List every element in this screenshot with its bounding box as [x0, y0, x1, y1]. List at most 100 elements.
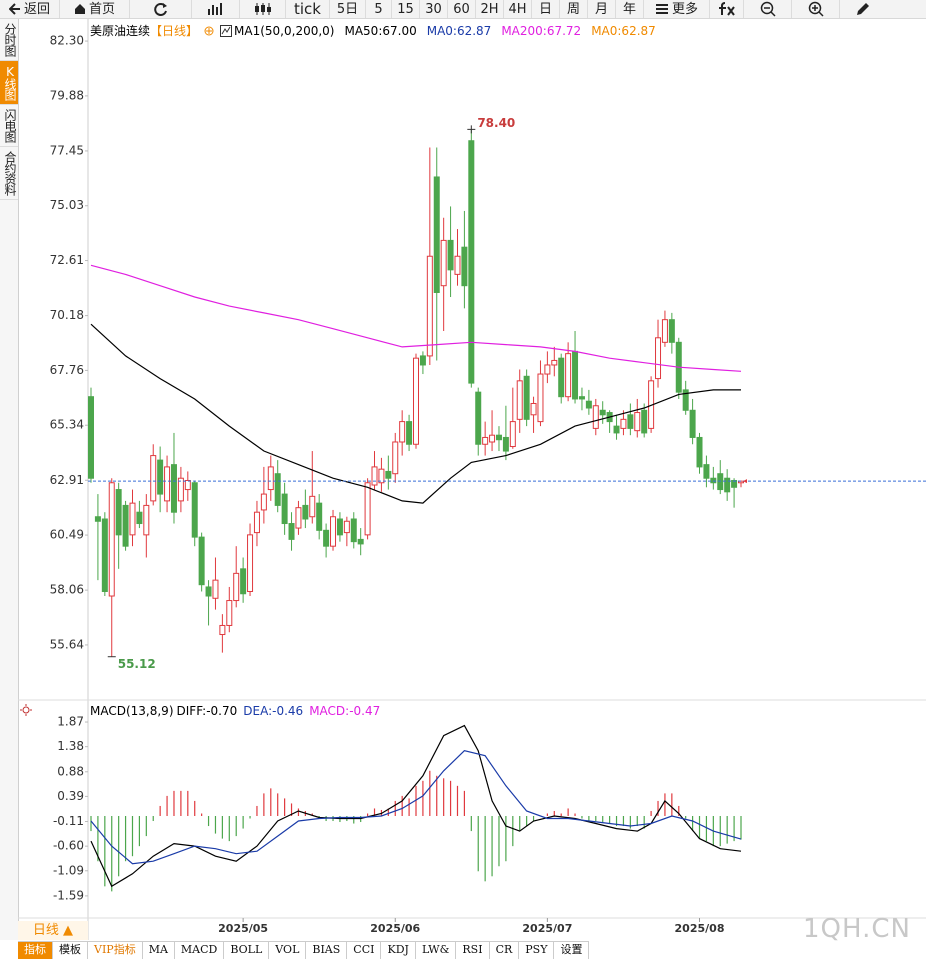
indicator-tab[interactable]: CCI [347, 942, 382, 959]
indicator-tab[interactable]: BIAS [306, 942, 348, 959]
period-button[interactable]: 60 [448, 0, 476, 18]
y-tick-label: -0.60 [53, 839, 84, 853]
candle-body [613, 425, 620, 434]
candle-body [655, 337, 662, 380]
indicator-tab[interactable]: 设置 [554, 942, 590, 959]
menu-icon [655, 4, 668, 14]
candle-body [668, 319, 675, 343]
period-button[interactable]: 30 [420, 0, 448, 18]
period-button[interactable]: 5 [366, 0, 392, 18]
period-button[interactable]: 月 [588, 0, 616, 18]
candle-body [136, 511, 143, 525]
refresh-button[interactable] [130, 0, 192, 18]
indicator-tab[interactable]: MA [143, 942, 175, 959]
period-label: 日 [538, 1, 552, 17]
period-label: 周 [566, 1, 580, 17]
indicator-tab[interactable]: MACD [175, 942, 225, 959]
period-button[interactable]: 4H [504, 0, 532, 18]
candle-body [558, 357, 565, 398]
candle-body [489, 434, 496, 443]
draw-button[interactable] [840, 0, 886, 18]
pen-icon [857, 3, 869, 15]
period-label: 60 [453, 1, 470, 17]
more-button[interactable]: 更多 [644, 0, 710, 18]
candle-body [364, 482, 371, 536]
indicator-tab[interactable]: PSY [519, 942, 555, 959]
indicator-tab[interactable]: RSI [456, 942, 490, 959]
tick-button[interactable]: tick [286, 0, 330, 18]
period-button[interactable]: 5日 [330, 0, 366, 18]
zoom-out-button[interactable] [744, 0, 792, 18]
period-button[interactable]: 周 [560, 0, 588, 18]
period-button[interactable]: 日 [532, 0, 560, 18]
settings-icon[interactable] [20, 704, 32, 716]
macd-header: MACD(13,8,9) DIFF:-0.70 DEA:-0.46 MACD:-0.… [90, 704, 380, 718]
home-label: 首页 [88, 1, 115, 17]
side-tab[interactable]: 合约资料 [0, 147, 18, 200]
candle-body [247, 534, 254, 592]
x-tick-label: 2025/08 [675, 922, 725, 935]
period-label: 5 [374, 1, 383, 17]
candle-body [371, 466, 378, 486]
period-button[interactable]: 15 [392, 0, 420, 18]
y-tick-label: 1.87 [57, 715, 84, 729]
candle-button[interactable] [240, 0, 286, 18]
side-tab[interactable]: K线图 [0, 61, 18, 105]
period-button[interactable]: 2H [476, 0, 504, 18]
zoom-out-icon [760, 1, 776, 17]
period-label: 年 [622, 1, 636, 17]
home-button[interactable]: 首页 [60, 0, 130, 18]
side-tab[interactable]: 分时图 [0, 19, 18, 61]
period-button[interactable]: 年 [616, 0, 644, 18]
candle-body [406, 421, 413, 445]
y-tick-label: 60.49 [50, 528, 84, 542]
indicator-tab[interactable]: LW& [416, 942, 457, 959]
add-icon[interactable] [204, 26, 214, 36]
candle-body [523, 375, 530, 420]
period-label: 15 [397, 1, 414, 17]
indicator-line [90, 264, 742, 372]
indicator-tab[interactable]: 模板 [53, 942, 88, 959]
period-label: 月 [594, 1, 608, 17]
candle-body [288, 523, 295, 540]
back-button[interactable]: 返回 [0, 0, 60, 18]
formula-button[interactable] [710, 0, 744, 18]
candle-body [281, 493, 288, 525]
indicator-tab[interactable]: 指标 [18, 942, 53, 959]
indicator-tab[interactable]: CR [490, 942, 520, 959]
candle-body [205, 586, 212, 597]
indicator-line [90, 750, 742, 865]
indicator-tab[interactable]: BOLL [224, 942, 270, 959]
candle-body [599, 409, 606, 416]
side-tab[interactable]: 闪电图 [0, 105, 18, 147]
bar-chart-button[interactable] [192, 0, 240, 18]
y-tick-label: 75.03 [50, 198, 84, 212]
candle-body [357, 538, 364, 545]
y-tick-label: 65.34 [50, 418, 84, 432]
y-tick-label: 82.30 [50, 34, 84, 48]
period-selector[interactable]: 日线 ▲ [18, 921, 88, 940]
indicator-tab[interactable]: VIP指标 [88, 942, 143, 959]
candle-body [509, 421, 516, 448]
watermark: 1QH.CN [803, 914, 911, 944]
y-tick-label: 77.45 [50, 143, 84, 157]
candle-body [212, 579, 219, 599]
period-label: 4H [508, 1, 527, 17]
y-tick-label: 79.88 [50, 88, 84, 102]
indicator-tab[interactable]: VOL [269, 942, 307, 959]
indicator-tab[interactable]: KDJ [381, 942, 416, 959]
x-tick-label: 2025/05 [218, 922, 268, 935]
candle-body [565, 353, 572, 398]
candle-body [689, 409, 696, 438]
candle-body [240, 568, 247, 595]
y-tick-label: 58.06 [50, 583, 84, 597]
period-label: 30 [425, 1, 442, 17]
candle-body [330, 516, 337, 547]
candle-body [544, 364, 551, 375]
candle-body [378, 468, 385, 484]
candle-body [226, 600, 233, 626]
candle-body [413, 357, 419, 445]
back-icon [8, 3, 20, 15]
y-tick-label: -1.59 [53, 888, 84, 902]
zoom-in-button[interactable] [792, 0, 840, 18]
